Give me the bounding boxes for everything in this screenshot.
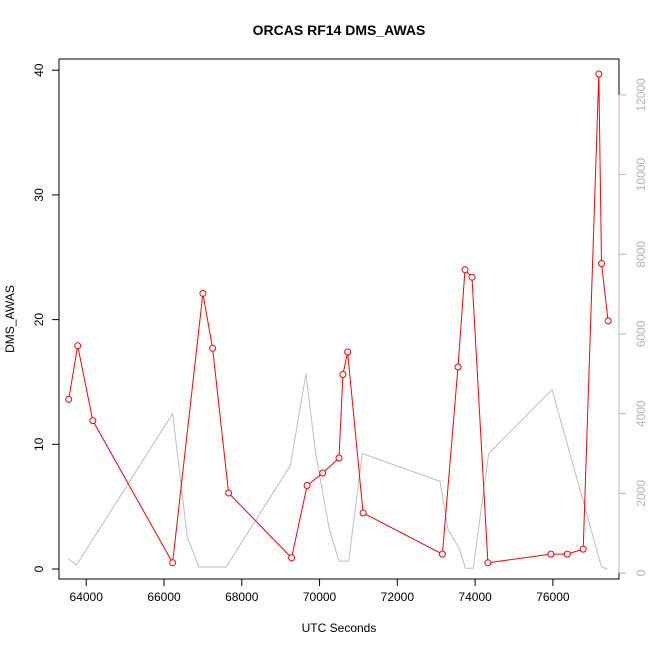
series-line-left-axis <box>68 73 609 565</box>
data-point <box>288 554 296 562</box>
data-point <box>303 482 311 489</box>
data-point <box>359 509 367 517</box>
y-tick-label: 40 <box>32 63 46 77</box>
data-point <box>598 260 605 267</box>
data-point <box>563 550 571 558</box>
data-point <box>438 550 446 558</box>
y2-tick-label: 0 <box>634 569 648 576</box>
data-point <box>89 417 97 425</box>
x-tick-label: 74000 <box>458 590 492 604</box>
y-axis-label: DMS_AWAS <box>3 285 17 353</box>
y-tick-label: 20 <box>32 313 46 327</box>
y2-tick-label: 10000 <box>634 158 648 192</box>
data-point <box>319 469 327 477</box>
data-point <box>454 363 462 371</box>
y-tick-label: 10 <box>32 437 46 451</box>
data-point <box>74 342 82 350</box>
chart-title: ORCAS RF14 DMS_AWAS <box>253 22 426 38</box>
data-point <box>169 559 177 567</box>
data-point <box>468 273 476 281</box>
y2-tick-label: 2000 <box>634 480 648 507</box>
data-point <box>225 489 233 497</box>
x-axis-label: UTC Seconds <box>302 621 377 635</box>
data-point <box>65 395 73 403</box>
y2-tick-label: 8000 <box>634 241 648 268</box>
data-point <box>579 545 587 553</box>
data-point <box>339 371 347 378</box>
data-point <box>344 348 352 356</box>
x-tick-label: 68000 <box>225 590 259 604</box>
y-tick-label: 0 <box>32 565 46 572</box>
series-line-right-axis <box>68 373 608 570</box>
data-point <box>595 70 603 78</box>
data-point <box>547 550 555 558</box>
data-point <box>335 454 343 462</box>
axes-layer: 64000 66000 68000 70000 72000 74000 76000 0 10 20… <box>32 63 648 604</box>
data-point <box>461 266 469 274</box>
y2-tick-label: 12000 <box>634 78 648 112</box>
plot-frame <box>58 58 620 580</box>
data-point <box>199 289 207 297</box>
x-tick-label: 70000 <box>303 590 337 604</box>
x-tick-label: 64000 <box>70 590 104 604</box>
y2-tick-label: 4000 <box>634 400 648 427</box>
x-tick-label: 76000 <box>536 590 570 604</box>
data-point <box>484 559 492 567</box>
y2-tick-label: 6000 <box>634 320 648 347</box>
x-tick-label: 66000 <box>147 590 181 604</box>
series-layer <box>65 70 612 570</box>
data-point <box>209 344 217 352</box>
x-tick-label: 72000 <box>381 590 415 604</box>
y-tick-label: 30 <box>32 188 46 202</box>
data-point <box>604 317 612 325</box>
